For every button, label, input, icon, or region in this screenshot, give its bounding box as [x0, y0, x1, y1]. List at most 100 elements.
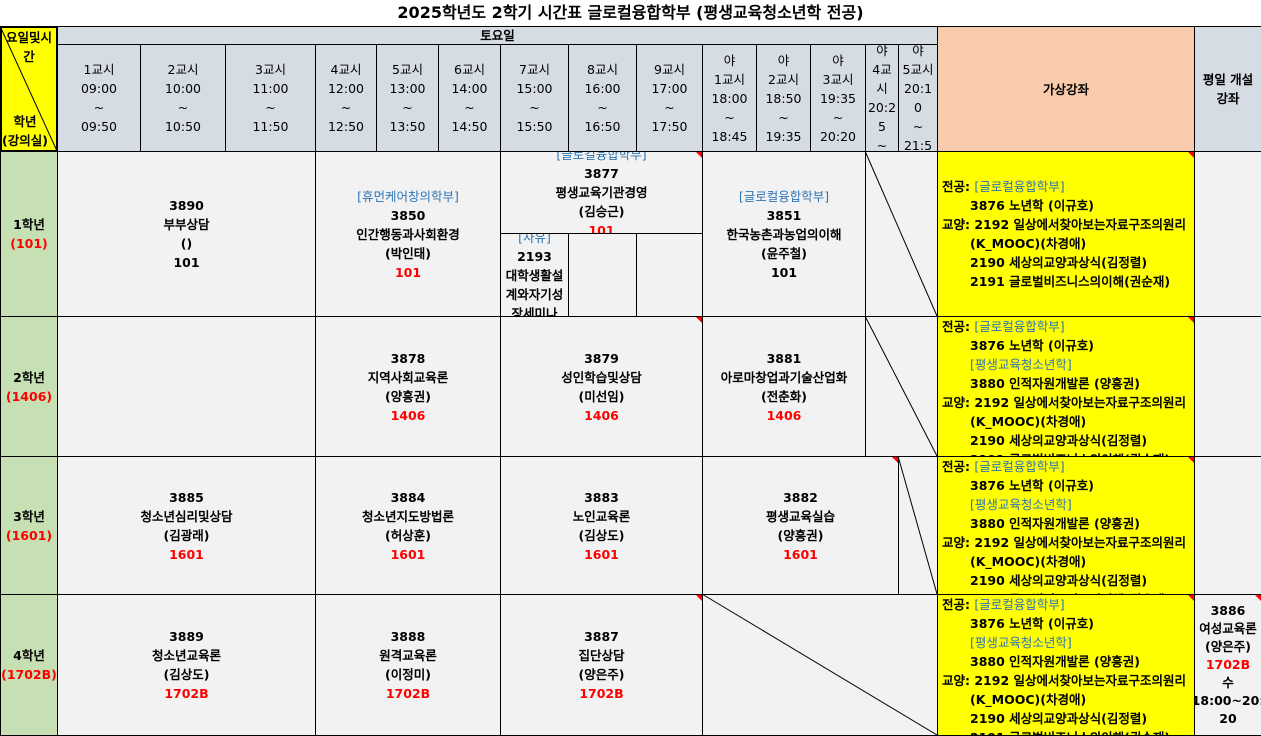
course-text: 3876 노년학 (이규호) [970, 478, 1094, 493]
period-header: 5교시 13:00 ~ 13:50 [376, 44, 439, 152]
department-label: [글로컬융합학부] [974, 179, 1065, 194]
course-text: 전공: [942, 459, 975, 474]
course-cell[interactable]: 3878 지역사회교육론 (양흥권) 1406 [315, 316, 501, 457]
course-cell[interactable]: 3884 청소년지도방법론 (허상훈) 1601 [315, 456, 501, 595]
course-line: (미선임) [578, 388, 625, 404]
course-cell[interactable]: 3883 노인교육론 (김상도) 1601 [500, 456, 703, 595]
virtual-course-line: 교양: 2192 일상에서찾아보는자료구조의원리 [942, 215, 1186, 234]
course-cell[interactable]: 3881 아로마창업과기술산업화 (전춘화) 1406 [702, 316, 866, 457]
page-title: 2025학년도 2학기 시간표 글로컬융합학부 (평생교육청소년학 전공) [397, 3, 864, 22]
course-line: 3888 [390, 629, 426, 644]
course-line: 101 [173, 255, 200, 270]
course-line: (박인태) [385, 245, 431, 261]
period-header: 야 1교시 18:00 ~ 18:45 [702, 44, 757, 152]
virtual-course-line: 3880 인적자원개발론 (양흥권) [942, 374, 1140, 393]
course-line: 101 [394, 264, 422, 280]
virtual-course-line: 전공: [글로컬융합학부] [942, 595, 1065, 614]
course-line: 2193 [517, 248, 552, 264]
course-text: 3880 인적자원개발론 (양흥권) [970, 376, 1140, 391]
course-line: (양은주) [1205, 639, 1251, 654]
course-line: 노인교육론 [572, 508, 631, 524]
course-line: 1601 [584, 546, 619, 562]
virtual-course-cell[interactable]: 전공: [글로컬융합학부] 3876 노년학 (이규호) 교양: 2192 일상에서… [937, 151, 1195, 317]
course-text: 2191 글로벌비즈니스의이해(권순재) [970, 730, 1170, 735]
period-label: 야 5교시 20:1 0 ~ 21:5 [902, 44, 934, 152]
course-line: 3887 [584, 629, 619, 644]
period-header: 야 2교시 18:50 ~ 19:35 [756, 44, 811, 152]
period-label: 야 2교시 18:50 ~ 19:35 [765, 52, 802, 144]
course-line: (양흥권) [777, 527, 824, 543]
course-line: 청소년심리및상담 [140, 508, 233, 524]
corner-top-label: 요일및시간 [5, 30, 52, 64]
course-cell[interactable]: 3879 성인학습및상담 (미선임) 1406 [500, 316, 703, 457]
course-line: 1601 [169, 546, 204, 562]
course-line: (김상도) [578, 527, 625, 543]
course-text: 교양: 2192 일상에서찾아보는자료구조의원리 [942, 395, 1186, 410]
virtual-course-line: 2191 글로벌비즈니스의이해(권순재) [942, 590, 1170, 594]
course-line: 한국농촌과농업의이해 [726, 226, 842, 242]
virtual-course-line: 전공: [글로컬융합학부] [942, 317, 1065, 336]
course-text: 전공: [942, 597, 975, 612]
course-text: 2190 세상의교양과상식(김정렬) [970, 255, 1148, 270]
virtual-course-line: [평생교육청소년학] [942, 355, 1072, 374]
course-line: 지역사회교육론 [367, 369, 449, 385]
course-line: 1601 [783, 546, 818, 562]
course-cell[interactable]: 3888 원격교육론 (이정미) 1702B [315, 594, 501, 736]
course-cell[interactable]: 3887 집단상담 (양은주) 1702B [500, 594, 703, 736]
period-header: 3교시 11:00 ~ 11:50 [225, 44, 316, 152]
course-line: 1702B [579, 686, 624, 701]
course-line: (김광래) [163, 527, 210, 543]
period-label: 2교시 10:00 ~ 10:50 [164, 62, 202, 134]
course-line: 3881 [766, 350, 802, 366]
period-header: 1교시 09:00 ~ 09:50 [57, 44, 141, 152]
course-line: 3877 [584, 166, 619, 181]
department-label: [평생교육청소년학] [970, 497, 1072, 512]
course-line: 101 [588, 223, 615, 234]
comment-marker-icon [1188, 457, 1194, 463]
course-cell[interactable]: 3885 청소년심리및상담 (김광래) 1601 [57, 456, 316, 595]
virtual-course-line: 2190 세상의교양과상식(김정렬) [942, 709, 1147, 728]
course-line: 3879 [584, 350, 619, 366]
empty-diagonal-cell [865, 316, 938, 457]
course-line: 1702B [164, 686, 209, 701]
weekday-header-label: 평일 개설 강좌 [1202, 72, 1254, 106]
year-1: 1학년 (101) [0, 151, 58, 317]
department-label: [글로컬융합학부] [974, 597, 1065, 612]
course-cell[interactable]: 3886 여성교육론 (양은주) 1702B 수 18:00~20: 20 [1194, 594, 1261, 736]
course-line: 집단상담 [578, 648, 625, 663]
course-cell[interactable]: 3890 부부상담 () 101 [57, 151, 316, 317]
virtual-course-cell[interactable]: 전공: [글로컬융합학부] 3876 노년학 (이규호) [평생교육청소년학] 388… [937, 316, 1195, 457]
course-line: 아로마창업과기술산업화 [720, 369, 848, 385]
course-line: 18:00~20: [1194, 693, 1261, 708]
course-line: (김상도) [163, 667, 210, 682]
course-cell[interactable]: 3889 청소년교육론 (김상도) 1702B [57, 594, 316, 736]
weekday-header: 평일 개설 강좌 [1194, 26, 1261, 152]
year-label: 1학년 [13, 217, 45, 232]
department-label: [글로컬융합학부] [974, 459, 1065, 474]
weekday-empty-cell [1194, 151, 1261, 317]
virtual-course-line: 전공: [글로컬융합학부] [942, 457, 1065, 476]
virtual-course-cell[interactable]: 전공: [글로컬융합학부] 3876 노년학 (이규호) [평생교육청소년학] 388… [937, 456, 1195, 595]
virtual-course-line: 3880 인적자원개발론 (양흥권) [942, 652, 1140, 671]
course-text: 전공: [942, 179, 975, 194]
department-label: [평생교육청소년학] [970, 635, 1072, 650]
course-line: 3850 [390, 207, 426, 223]
course-line: 수 [1222, 675, 1234, 690]
virtual-course-cell[interactable]: 전공: [글로컬융합학부] 3876 노년학 (이규호) [평생교육청소년학] 388… [937, 594, 1195, 736]
year-room: (1702B) [1, 667, 57, 682]
course-cell[interactable]: [사유] 2193 대학생활설 계와자기성 장세미나 [500, 233, 569, 317]
virtual-course-line: 2190 세상의교양과상식(김정렬) [942, 253, 1147, 272]
period-label: 1교시 09:00 ~ 09:50 [80, 62, 118, 134]
course-line: 3886 [1210, 603, 1246, 618]
course-cell[interactable]: [글로컬융합학부] 3851 한국농촌과농업의이해 (윤주철) 101 [702, 151, 866, 317]
course-line: 부부상담 [163, 217, 210, 232]
course-cell[interactable]: [휴먼케어창의학부] 3850 인간행동과사회환경 (박인태) 101 [315, 151, 501, 317]
course-line: 101 [770, 264, 798, 280]
course-line: 여성교육론 [1199, 621, 1257, 636]
course-cell[interactable]: 3882 평생교육실습 (양흥권) 1601 [702, 456, 899, 595]
course-cell[interactable]: [글로컬융합학부] 3877 평생교육기관경영 (김승근) 101 [500, 151, 703, 234]
empty-cell [568, 233, 637, 317]
weekday-empty-cell [1194, 316, 1261, 457]
comment-marker-icon [696, 152, 702, 158]
course-line: 원격교육론 [379, 648, 437, 663]
